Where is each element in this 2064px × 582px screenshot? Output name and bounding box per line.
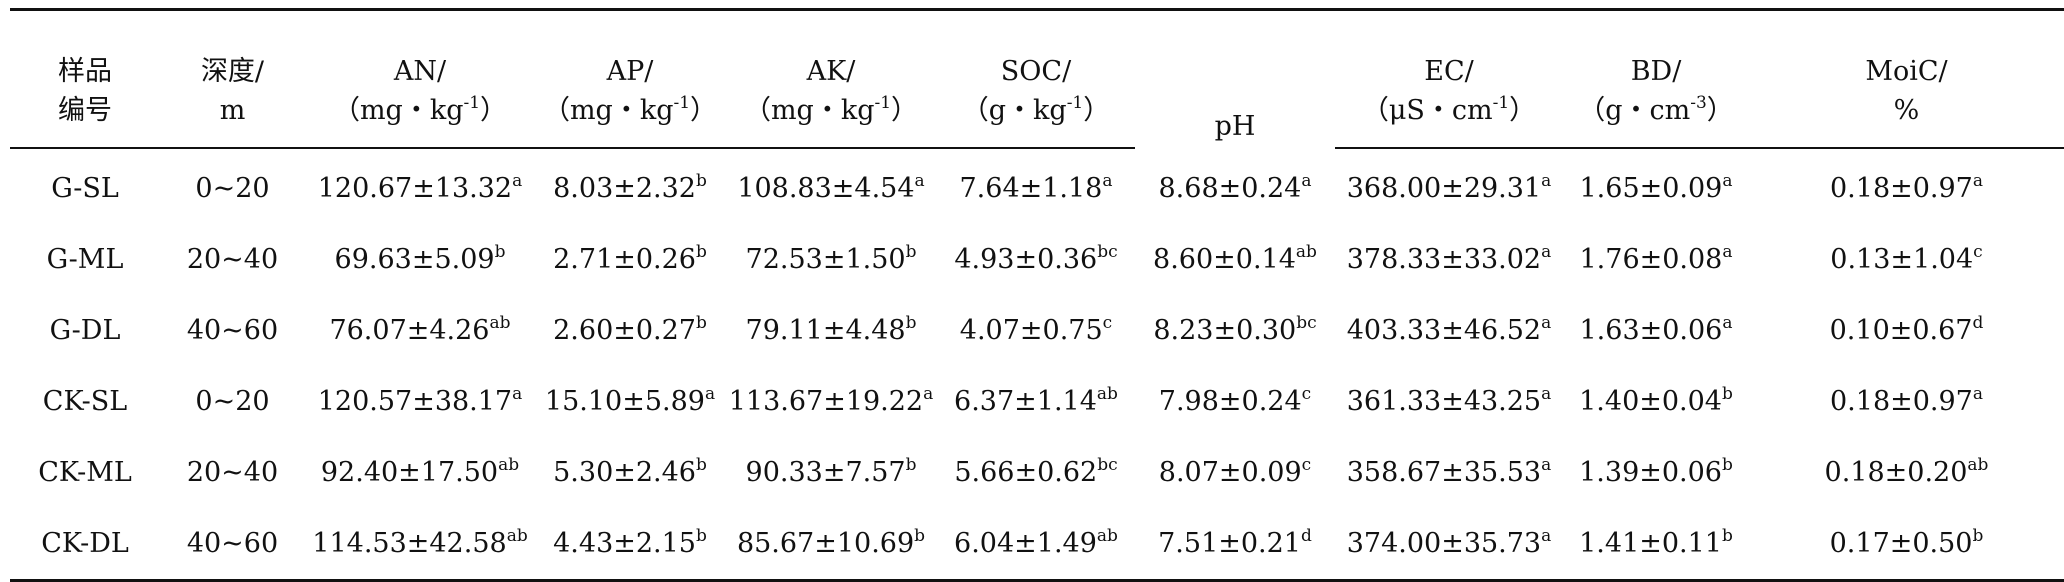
cell-sample: G-ML	[46, 244, 124, 275]
cell-bd: 1.65±0.09a	[1579, 171, 1733, 205]
header-ap-unit: （mg・kg-1）	[535, 93, 725, 149]
cell-bd: 1.63±0.06a	[1579, 313, 1733, 347]
header-ec-unit: （μS・cm-1）	[1335, 93, 1563, 149]
table-row: CK-SL 0~20 120.57±38.17a 15.10±5.89a 113.67±…	[10, 366, 2064, 437]
cell-ap: 4.43±2.15b	[535, 508, 725, 582]
cell-depth: 40~60	[160, 508, 305, 582]
cell-soc: 5.66±0.62bc	[954, 455, 1118, 489]
cell-ak: 90.33±7.57b	[745, 455, 917, 489]
cell-bd: 1.41±0.11b	[1563, 508, 1749, 582]
cell-soc: 4.07±0.75c	[959, 313, 1113, 347]
header-an-unit: （mg・kg-1）	[305, 93, 535, 149]
cell-moic: 0.10±0.67d	[1829, 313, 1984, 347]
cell-sample: CK-DL	[10, 508, 160, 582]
cell-depth: 20~40	[186, 457, 279, 488]
cell-ap: 5.30±2.46b	[553, 455, 707, 489]
cell-an: 114.53±42.58ab	[305, 508, 535, 582]
table-row: G-ML 20~40 69.63±5.09b 2.71±0.26b 72.53±1.50…	[10, 224, 2064, 295]
header-soc-unit: （g・kg-1）	[937, 93, 1135, 149]
header-ph: pH	[1135, 8, 1335, 148]
cell-bd: 1.39±0.06b	[1579, 455, 1733, 489]
cell-ph: 8.23±0.30bc	[1153, 313, 1317, 347]
cell-moic: 0.18±0.97a	[1830, 171, 1983, 205]
cell-ec: 403.33±46.52a	[1346, 313, 1552, 347]
cell-sample: G-DL	[49, 315, 121, 346]
table-row: CK-DL 40~60 114.53±42.58ab 4.43±2.15b 85.67±…	[10, 508, 2064, 582]
cell-ap: 15.10±5.89a	[544, 384, 716, 418]
header-ak: AK/	[725, 8, 937, 93]
header-ap: AP/	[535, 8, 725, 93]
header-depth: 深度/	[160, 8, 305, 93]
cell-ap: 2.60±0.27b	[553, 313, 707, 347]
table-row: G-SL 0~20 120.67±13.32a 8.03±2.32b 108.83±4.…	[10, 148, 2064, 224]
cell-moic: 0.18±0.97a	[1830, 384, 1983, 418]
cell-moic: 0.13±1.04c	[1830, 242, 1983, 276]
table-row: G-DL 40~60 76.07±4.26ab 2.60±0.27b 79.11±4.4…	[10, 295, 2064, 366]
soil-properties-table: 样品 深度/ AN/ AP/ AK/ SOC/ pH EC/ BD/ MoiC/…	[10, 8, 2064, 582]
cell-ph: 8.68±0.24a	[1158, 170, 1312, 204]
cell-ap: 2.71±0.26b	[553, 242, 707, 276]
cell-bd: 1.40±0.04b	[1579, 384, 1733, 418]
cell-depth: 0~20	[195, 386, 270, 417]
cell-moic: 0.17±0.50b	[1749, 508, 2064, 582]
header-ec: EC/	[1335, 8, 1563, 93]
cell-an: 92.40±17.50ab	[320, 455, 520, 489]
cell-depth: 0~20	[195, 173, 270, 204]
cell-ec: 374.00±35.73a	[1335, 508, 1563, 582]
cell-soc: 4.93±0.36bc	[954, 242, 1118, 276]
cell-sample: G-SL	[51, 173, 119, 204]
cell-ap: 8.03±2.32b	[553, 171, 707, 205]
cell-an: 120.67±13.32a	[317, 171, 523, 205]
cell-sample: CK-ML	[38, 457, 132, 488]
header-moic-unit: %	[1749, 93, 2064, 149]
cell-bd: 1.76±0.08a	[1579, 242, 1733, 276]
header-bd: BD/	[1563, 8, 1749, 93]
cell-ph: 7.98±0.24c	[1158, 384, 1312, 418]
cell-sample: CK-SL	[42, 386, 128, 417]
cell-ec: 361.33±43.25a	[1346, 384, 1552, 418]
cell-ak: 79.11±4.48b	[745, 313, 917, 347]
cell-an: 76.07±4.26ab	[329, 313, 511, 347]
cell-ak: 113.67±19.22a	[728, 384, 934, 418]
cell-ec: 368.00±29.31a	[1346, 171, 1552, 205]
cell-ak: 72.53±1.50b	[745, 242, 917, 276]
cell-depth: 40~60	[186, 315, 279, 346]
header-an: AN/	[305, 8, 535, 93]
header-moic: MoiC/	[1749, 8, 2064, 93]
cell-ph: 8.60±0.14ab	[1153, 242, 1317, 276]
cell-an: 120.57±38.17a	[317, 384, 523, 418]
header-sample: 样品	[10, 8, 160, 93]
cell-moic: 0.18±0.20ab	[1824, 455, 1989, 489]
cell-ak: 108.83±4.54a	[737, 171, 925, 205]
cell-soc: 7.64±1.18a	[959, 171, 1113, 205]
cell-soc: 6.37±1.14ab	[954, 384, 1118, 418]
header-depth-unit: m	[160, 93, 305, 149]
cell-soc: 6.04±1.49ab	[937, 508, 1135, 582]
header-sample-line2: 编号	[10, 93, 160, 149]
cell-ph: 7.51±0.21d	[1135, 508, 1335, 582]
cell-ph: 8.07±0.09c	[1158, 455, 1312, 489]
header-soc: SOC/	[937, 8, 1135, 93]
header-ak-unit: （mg・kg-1）	[725, 93, 937, 149]
cell-ak: 85.67±10.69b	[725, 508, 937, 582]
cell-depth: 20~40	[186, 244, 279, 275]
table-body: G-SL 0~20 120.67±13.32a 8.03±2.32b 108.83±4.…	[10, 148, 2064, 582]
header-bd-unit: （g・cm-3）	[1563, 93, 1749, 149]
cell-an: 69.63±5.09b	[334, 242, 506, 276]
cell-ec: 358.67±35.53a	[1346, 455, 1552, 489]
cell-ec: 378.33±33.02a	[1346, 242, 1552, 276]
table-row: CK-ML 20~40 92.40±17.50ab 5.30±2.46b 90.33±7…	[10, 437, 2064, 508]
